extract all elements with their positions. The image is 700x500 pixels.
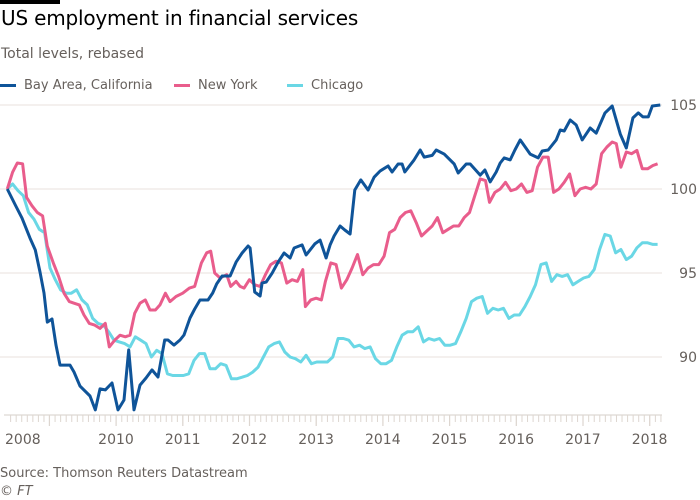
chart-title: US employment in financial services <box>1 6 359 30</box>
y-tick-label: 90 <box>679 350 697 366</box>
legend-swatch-bay-area <box>0 84 16 87</box>
x-tick-label: 2015 <box>432 432 468 448</box>
y-tick-label: 100 <box>670 182 697 198</box>
brand-bar <box>0 0 60 4</box>
legend-item-bay-area: Bay Area, California <box>0 78 153 93</box>
chart-subtitle: Total levels, rebased <box>1 46 144 62</box>
x-tick-label: 2010 <box>98 432 134 448</box>
series-line-new-york <box>5 140 659 349</box>
x-tick-label: 2013 <box>298 432 334 448</box>
legend-swatch-new-york <box>174 84 190 87</box>
legend-label-chicago: Chicago <box>311 78 364 93</box>
y-tick-label: 105 <box>670 98 697 114</box>
legend-swatch-chicago <box>287 84 303 87</box>
copyright-note: © FT <box>0 484 33 499</box>
series-line-chicago <box>6 182 658 381</box>
x-tick-label: 2008 <box>5 432 41 448</box>
x-tick-label: 2018 <box>632 432 668 448</box>
x-tick-label: 2012 <box>232 432 268 448</box>
legend-item-chicago: Chicago <box>287 78 363 93</box>
source-note: Source: Thomson Reuters Datastream <box>0 466 248 481</box>
x-tick-label: 2014 <box>365 432 401 448</box>
legend-label-bay-area: Bay Area, California <box>24 78 153 93</box>
x-tick-label: 2011 <box>165 432 201 448</box>
legend-label-new-york: New York <box>198 78 258 93</box>
x-tick-label: 2016 <box>498 432 534 448</box>
series-line-bay-area-california <box>5 103 661 412</box>
x-tick-label: 2017 <box>565 432 601 448</box>
y-tick-label: 95 <box>679 266 697 282</box>
legend-item-new-york: New York <box>174 78 258 93</box>
